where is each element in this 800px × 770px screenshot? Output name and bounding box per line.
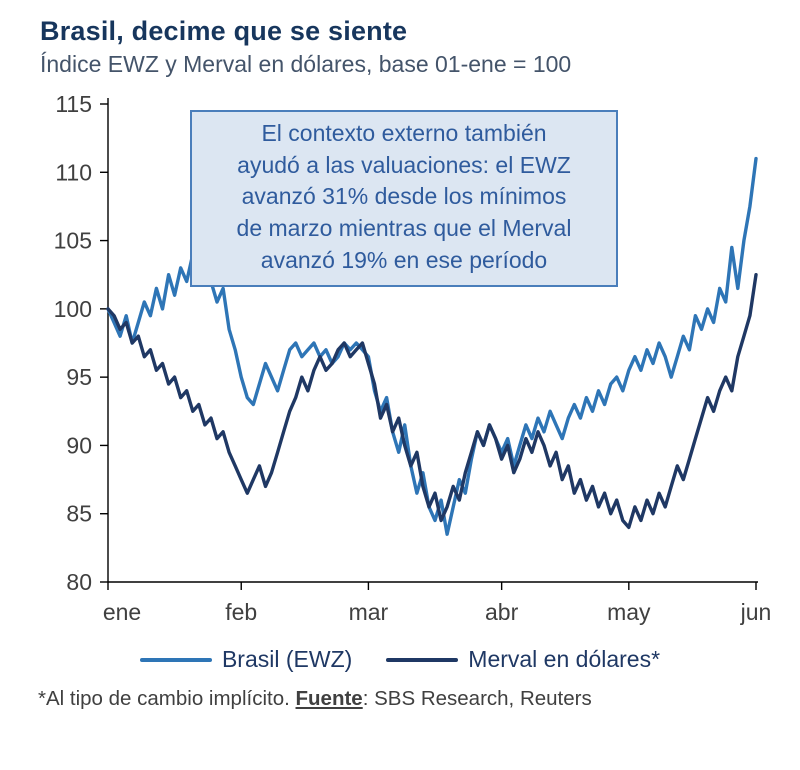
annotation-line: ayudó a las valuaciones: el EWZ (237, 151, 571, 178)
x-tick-label: abr (485, 599, 519, 625)
merval-line-swatch (386, 657, 459, 662)
chart-subtitle: Índice EWZ y Merval en dólares, base 01-… (40, 51, 572, 77)
legend-item-merval: Merval en dólares* (386, 646, 660, 673)
x-tick-label: may (607, 599, 651, 625)
legend-item-ewz: Brasil (EWZ) (139, 646, 353, 673)
x-tick-label: mar (349, 599, 389, 625)
x-tick-label: feb (225, 599, 257, 625)
legend-label-merval: Merval en dólares* (468, 646, 661, 672)
annotation-line: El contexto externo también (261, 120, 547, 146)
line-chart-svg: 80 85 90 95 100 105 110 115 ene feb mar abr may jun (54, 91, 772, 625)
ewz-line-swatch (139, 657, 212, 662)
series-line-1 (106, 272, 758, 530)
annotation-line: avanzó 31% desde los mínimos (241, 183, 567, 210)
y-tick-label: 80 (66, 569, 92, 595)
y-tick-label: 110 (55, 159, 92, 185)
x-tick-label: jun (740, 599, 772, 625)
footnote-prefix: *Al tipo de cambio implícito. (38, 687, 296, 710)
annotation-line: avanzó 19% en ese período (260, 246, 548, 273)
y-tick-label: 115 (55, 91, 92, 117)
series-line-0 (106, 156, 758, 536)
x-tick-label: ene (103, 599, 141, 625)
footnote-source-rest: : SBS Research, Reuters (362, 687, 592, 710)
chart-title: Brasil, decime que se siente (40, 16, 408, 46)
y-tick-label: 90 (66, 432, 92, 458)
chart-legend: Brasil (EWZ) Merval en dólares* (0, 646, 800, 673)
y-tick-label: 105 (54, 228, 92, 254)
source-footnote: *Al tipo de cambio implícito. Fuente: SB… (38, 687, 800, 711)
chart-area: 80 85 90 95 100 105 110 115 ene feb mar abr may jun E… (0, 84, 800, 644)
annotation-line: de marzo mientras que el Merval (236, 215, 572, 242)
annotation-box: El contexto externo también ayudó a las … (190, 110, 618, 287)
y-tick-label: 95 (66, 364, 92, 390)
y-tick-label: 85 (66, 501, 92, 527)
y-tick-label: 100 (54, 296, 92, 322)
footnote-source-label: Fuente (295, 687, 363, 710)
legend-label-ewz: Brasil (EWZ) (221, 646, 353, 672)
